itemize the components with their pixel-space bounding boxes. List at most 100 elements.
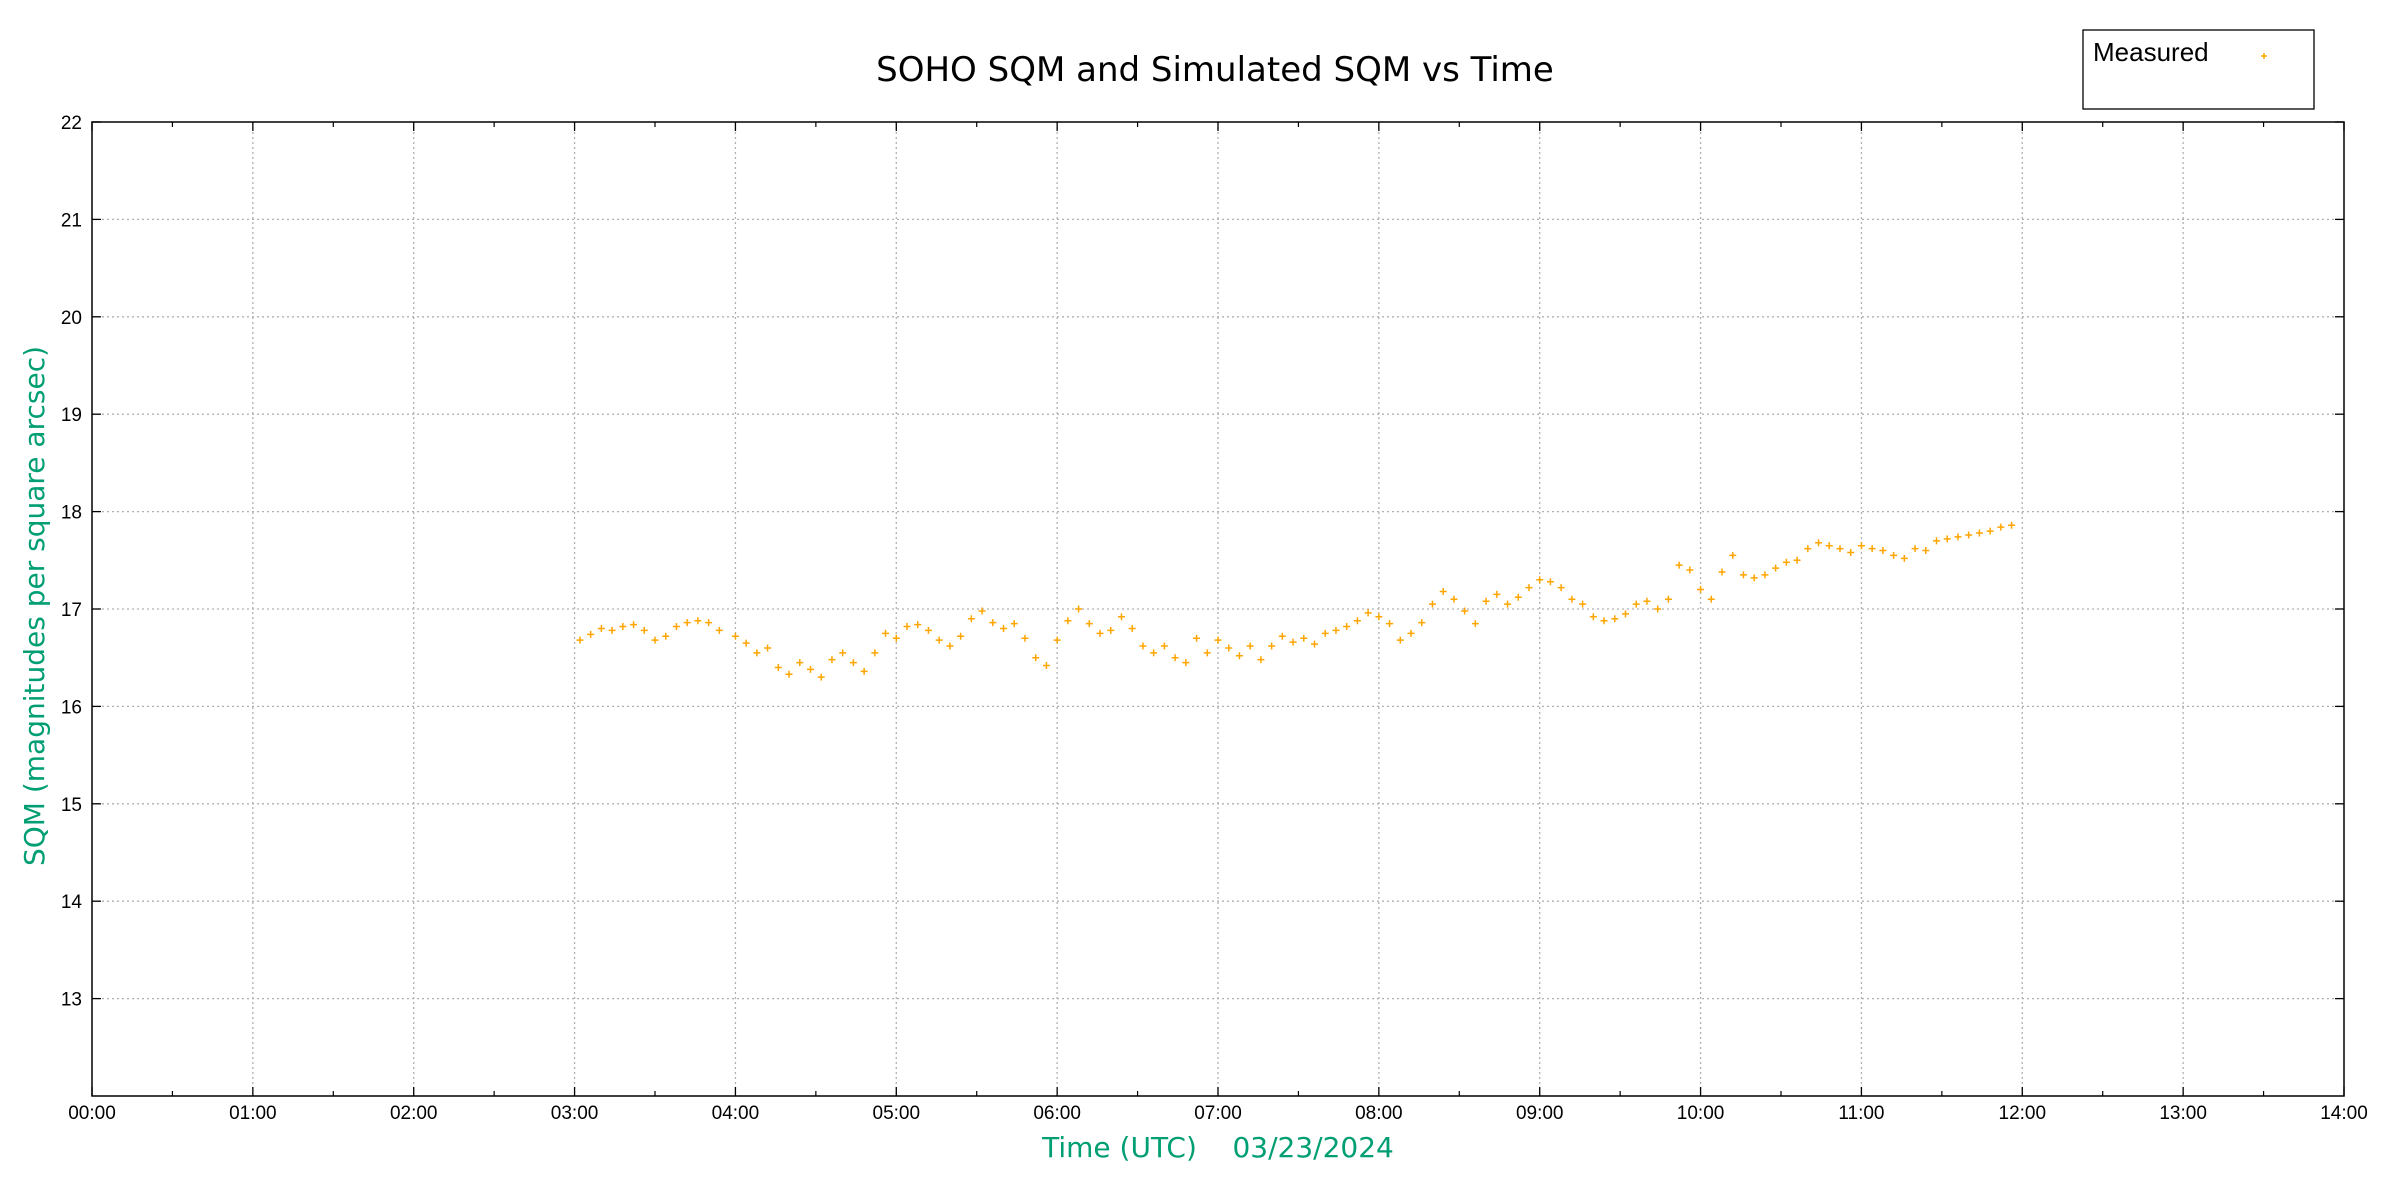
data-point [1772, 564, 1780, 572]
data-point [1761, 571, 1769, 579]
x-tick-label: 04:00 [712, 1103, 760, 1124]
data-point [742, 639, 750, 647]
data-point [849, 659, 857, 667]
axis-ticks [91, 121, 2345, 1096]
data-point [1965, 531, 1973, 539]
data-point [651, 636, 659, 644]
data-point [1675, 561, 1683, 569]
data-point [683, 619, 691, 627]
data-point [1664, 595, 1672, 603]
data-point [871, 649, 879, 657]
x-tick-label: 13:00 [2159, 1103, 2207, 1124]
data-point [1975, 529, 1983, 537]
data-point [764, 644, 772, 652]
data-point [1021, 634, 1029, 642]
x-tick-label: 14:00 [2320, 1103, 2368, 1124]
data-point [1064, 617, 1072, 625]
data-point [1697, 586, 1705, 594]
y-tick-label: 16 [61, 697, 82, 718]
data-point [1546, 578, 1554, 586]
data-point [1825, 542, 1833, 550]
data-point [1321, 629, 1329, 637]
y-tick-label: 21 [61, 210, 82, 231]
data-point [1193, 634, 1201, 642]
data-point [1418, 619, 1426, 627]
data-point [1611, 615, 1619, 623]
data-point [967, 615, 975, 623]
x-tick-label: 08:00 [1355, 1103, 1403, 1124]
data-point [1879, 547, 1887, 555]
data-point [1536, 576, 1544, 584]
data-point [1375, 613, 1383, 621]
data-point [715, 626, 723, 634]
data-point [924, 626, 932, 634]
data-point [1482, 597, 1490, 605]
data-point [731, 632, 739, 640]
data-point [1450, 595, 1458, 603]
data-point [1793, 556, 1801, 564]
data-point [1600, 617, 1608, 625]
data-point [1160, 642, 1168, 650]
x-tick-label: 10:00 [1677, 1103, 1725, 1124]
chart-title: SOHO SQM and Simulated SQM vs Time [876, 50, 1554, 90]
data-point [1686, 566, 1694, 574]
data-point [1568, 595, 1576, 603]
y-tick-label: 18 [61, 503, 82, 524]
data-point [1525, 584, 1533, 592]
data-point [1075, 605, 1083, 613]
x-tick-label: 06:00 [1033, 1103, 1081, 1124]
data-point [1085, 620, 1093, 628]
measured-series [576, 521, 2016, 681]
data-point [946, 642, 954, 650]
data-point [828, 656, 836, 664]
data-point [1042, 661, 1050, 669]
data-point [978, 607, 986, 615]
data-point [1343, 623, 1351, 631]
legend: Measured [2082, 29, 2315, 110]
data-point [1589, 613, 1597, 621]
data-point [705, 619, 713, 627]
data-point [1847, 549, 1855, 557]
x-tick-label: 05:00 [873, 1103, 921, 1124]
y-tick-label: 19 [61, 405, 82, 426]
data-point [892, 634, 900, 642]
data-point [957, 632, 965, 640]
data-point [1461, 607, 1469, 615]
data-point [1257, 656, 1265, 664]
x-tick-label: 11:00 [1838, 1103, 1884, 1124]
data-point [694, 617, 702, 625]
data-point [619, 623, 627, 631]
data-point [576, 636, 584, 644]
data-point [1471, 620, 1479, 628]
data-point [1579, 600, 1587, 608]
data-point [1933, 537, 1940, 545]
data-point [1032, 654, 1040, 662]
x-axis-title: Time (UTC) 03/23/2024 [1041, 1131, 1394, 1164]
data-point [935, 636, 943, 644]
data-point [1235, 652, 1243, 660]
data-point [1139, 642, 1147, 650]
data-point [1707, 595, 1715, 603]
data-point [1171, 654, 1179, 662]
data-point [1396, 636, 1404, 644]
data-point [796, 659, 804, 667]
data-point [1353, 617, 1361, 625]
data-point [1729, 551, 1737, 559]
data-point [817, 673, 825, 681]
data-point [1311, 640, 1319, 648]
y-tick-label: 14 [61, 892, 83, 913]
x-tick-label: 07:00 [1194, 1103, 1242, 1124]
data-point [1643, 597, 1651, 605]
y-tick-label: 13 [61, 990, 82, 1011]
data-point [1439, 587, 1447, 595]
data-point [806, 665, 814, 673]
data-point [1268, 642, 1276, 650]
data-point [1632, 600, 1640, 608]
data-point [1128, 624, 1136, 632]
data-point [1739, 571, 1747, 579]
data-point [1622, 610, 1629, 618]
data-point [1986, 527, 1994, 535]
data-point [1150, 649, 1158, 657]
data-point [1096, 629, 1104, 637]
